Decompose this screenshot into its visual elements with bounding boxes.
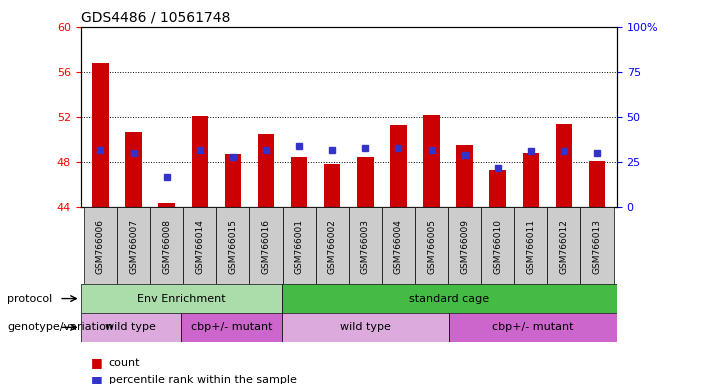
- Text: GSM766004: GSM766004: [394, 219, 403, 274]
- Bar: [291, 157, 307, 207]
- Text: GSM766002: GSM766002: [327, 219, 336, 274]
- Text: count: count: [109, 358, 140, 368]
- Bar: [258, 134, 274, 207]
- Bar: [283, 207, 315, 284]
- Bar: [150, 207, 183, 284]
- Bar: [481, 207, 515, 284]
- Bar: [456, 145, 473, 207]
- Text: GDS4486 / 10561748: GDS4486 / 10561748: [81, 10, 230, 24]
- Bar: [217, 207, 250, 284]
- Bar: [448, 207, 481, 284]
- Bar: [522, 153, 539, 207]
- Bar: [315, 207, 349, 284]
- Bar: [81, 284, 282, 313]
- Text: GSM766009: GSM766009: [460, 219, 469, 274]
- Bar: [117, 207, 150, 284]
- Bar: [382, 207, 415, 284]
- Bar: [81, 313, 181, 342]
- Text: GSM766007: GSM766007: [129, 219, 138, 274]
- Text: percentile rank within the sample: percentile rank within the sample: [109, 375, 297, 384]
- Text: GSM766003: GSM766003: [361, 219, 370, 274]
- Text: GSM766016: GSM766016: [261, 219, 271, 274]
- Text: standard cage: standard cage: [409, 293, 489, 304]
- Text: GSM766006: GSM766006: [96, 219, 105, 274]
- Bar: [93, 63, 109, 207]
- Text: GSM766014: GSM766014: [196, 219, 204, 274]
- Text: genotype/variation: genotype/variation: [7, 322, 113, 333]
- Bar: [183, 207, 217, 284]
- Text: ■: ■: [91, 356, 103, 369]
- Bar: [489, 170, 506, 207]
- Bar: [224, 154, 241, 207]
- Text: ■: ■: [91, 374, 103, 384]
- Bar: [191, 116, 208, 207]
- Bar: [390, 125, 407, 207]
- Bar: [449, 313, 617, 342]
- Text: GSM766012: GSM766012: [559, 219, 569, 274]
- Text: protocol: protocol: [7, 293, 53, 304]
- Text: wild type: wild type: [105, 322, 156, 333]
- Text: GSM766001: GSM766001: [294, 219, 304, 274]
- Text: GSM766008: GSM766008: [162, 219, 171, 274]
- Bar: [515, 207, 547, 284]
- Bar: [282, 313, 449, 342]
- Bar: [324, 164, 341, 207]
- Bar: [125, 132, 142, 207]
- Bar: [349, 207, 382, 284]
- Bar: [547, 207, 580, 284]
- Text: GSM766015: GSM766015: [229, 219, 238, 274]
- Text: wild type: wild type: [340, 322, 391, 333]
- Bar: [556, 124, 572, 207]
- Text: cbp+/- mutant: cbp+/- mutant: [191, 322, 272, 333]
- Bar: [423, 115, 440, 207]
- Bar: [589, 161, 605, 207]
- Bar: [84, 207, 117, 284]
- Text: GSM766005: GSM766005: [427, 219, 436, 274]
- Text: Env Enrichment: Env Enrichment: [137, 293, 226, 304]
- Bar: [580, 207, 613, 284]
- Text: GSM766010: GSM766010: [494, 219, 502, 274]
- Bar: [415, 207, 448, 284]
- Bar: [158, 203, 175, 207]
- Text: GSM766011: GSM766011: [526, 219, 536, 274]
- Bar: [250, 207, 283, 284]
- Bar: [357, 157, 374, 207]
- Bar: [282, 284, 617, 313]
- Text: GSM766013: GSM766013: [592, 219, 601, 274]
- Text: cbp+/- mutant: cbp+/- mutant: [492, 322, 574, 333]
- Bar: [181, 313, 282, 342]
